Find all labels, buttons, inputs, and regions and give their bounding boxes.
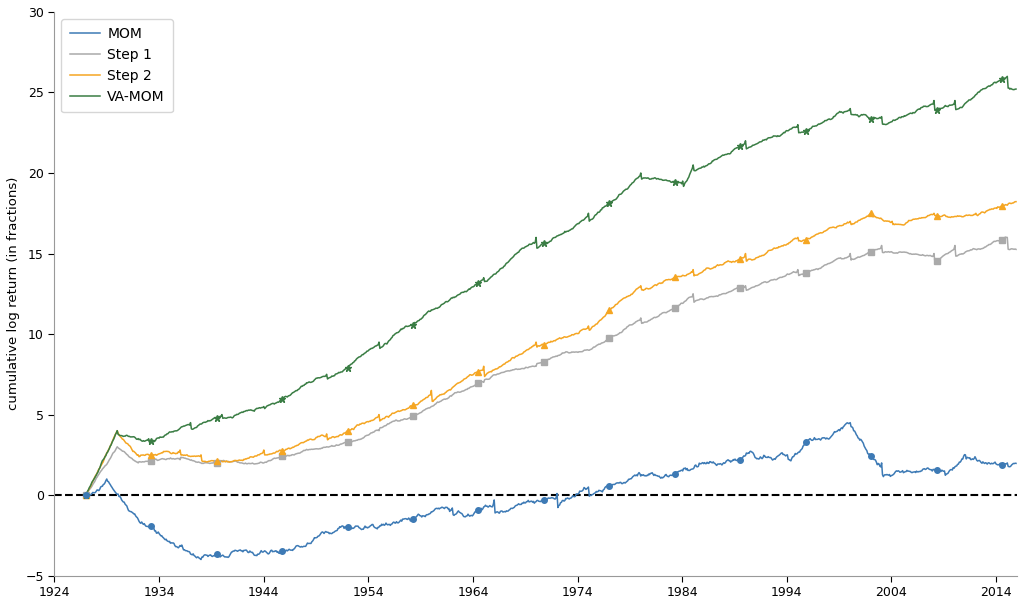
Step 2: [652, 280, 665, 287]
MOM: [80, 491, 92, 499]
Step 1: [394, 418, 407, 425]
Step 1: [774, 274, 786, 281]
Step 2: [588, 322, 600, 330]
MOM: [775, 450, 787, 457]
Step 2: [80, 491, 92, 499]
VA-MOM: [394, 327, 407, 335]
VA-MOM: [1001, 73, 1014, 80]
VA-MOM: [774, 132, 786, 139]
Step 1: [1010, 246, 1022, 253]
Line: MOM: MOM: [86, 422, 1016, 559]
VA-MOM: [106, 437, 119, 444]
Line: Step 1: Step 1: [86, 237, 1016, 495]
Step 1: [652, 313, 665, 320]
Y-axis label: cumulative log return (in fractions): cumulative log return (in fractions): [7, 177, 19, 410]
VA-MOM: [617, 188, 630, 195]
Step 1: [999, 233, 1012, 241]
VA-MOM: [588, 214, 600, 221]
Line: VA-MOM: VA-MOM: [86, 76, 1016, 495]
Step 2: [617, 295, 630, 302]
VA-MOM: [80, 491, 92, 499]
Step 2: [774, 243, 786, 250]
Step 2: [1010, 198, 1022, 205]
Step 2: [106, 436, 119, 444]
MOM: [618, 479, 631, 486]
VA-MOM: [1010, 85, 1022, 93]
MOM: [1010, 460, 1022, 467]
Step 1: [106, 450, 119, 457]
Legend: MOM, Step 1, Step 2, VA-MOM: MOM, Step 1, Step 2, VA-MOM: [61, 19, 173, 112]
MOM: [195, 556, 207, 563]
Step 1: [588, 344, 600, 351]
MOM: [106, 485, 119, 493]
MOM: [589, 490, 601, 497]
Step 1: [80, 491, 92, 499]
Step 2: [394, 407, 407, 415]
MOM: [653, 473, 666, 480]
Line: Step 2: Step 2: [86, 202, 1016, 495]
Step 1: [617, 327, 630, 334]
MOM: [394, 516, 407, 524]
VA-MOM: [652, 175, 665, 182]
MOM: [844, 419, 856, 426]
